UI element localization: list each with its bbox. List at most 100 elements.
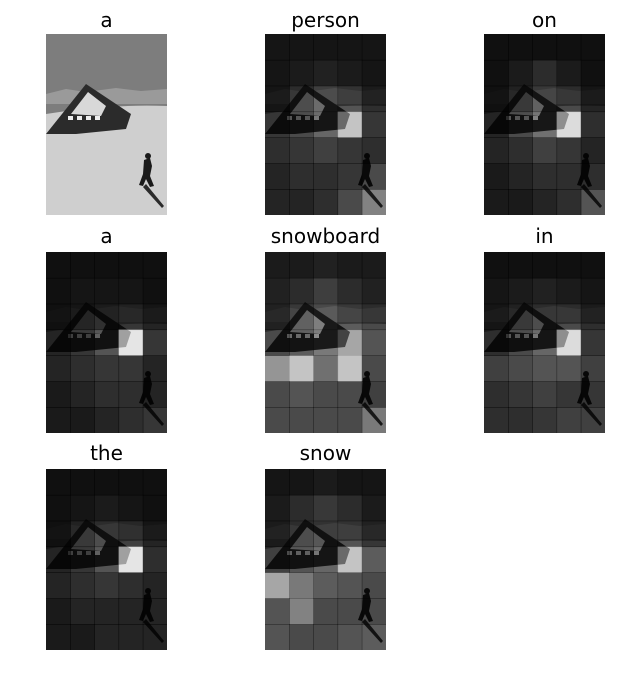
panel-word-label: a: [6, 10, 207, 30]
attention-cell: [289, 189, 314, 215]
attention-cell: [338, 34, 363, 60]
attention-cell: [70, 407, 95, 433]
attention-cell: [362, 60, 386, 86]
attention-image: [484, 34, 605, 215]
attention-cell: [70, 278, 95, 304]
attention-cell: [46, 304, 71, 330]
attention-cell: [313, 252, 338, 278]
attention-cell: [46, 547, 71, 573]
panel-word-label: snowboard: [225, 226, 426, 246]
attention-cell: [143, 278, 167, 304]
attention-cell: [119, 407, 144, 433]
attention-cell: [338, 304, 363, 330]
attention-cell: [313, 355, 338, 381]
attention-cell: [581, 34, 605, 60]
attention-cell: [46, 252, 71, 278]
attention-cell: [265, 330, 290, 356]
attention-cell: [289, 34, 314, 60]
attention-cell: [313, 60, 338, 86]
attention-cell: [362, 624, 386, 650]
attention-cell: [313, 163, 338, 189]
attention-cell: [313, 86, 338, 112]
attention-cell: [362, 163, 386, 189]
attention-cell: [289, 381, 314, 407]
attention-cell: [265, 521, 290, 547]
attention-cell: [70, 521, 95, 547]
attention-cell: [484, 86, 509, 112]
attention-cell: [508, 137, 533, 163]
attention-cell: [338, 598, 363, 624]
attention-cell: [484, 34, 509, 60]
snow-scene-image: [484, 252, 605, 433]
snow-scene-image: [46, 252, 167, 433]
attention-cell: [70, 304, 95, 330]
attention-cell: [313, 469, 338, 495]
attention-cell: [289, 469, 314, 495]
attention-cell: [362, 495, 386, 521]
attention-cell: [94, 381, 119, 407]
panel-word-label: person: [225, 10, 426, 30]
attention-cell: [70, 495, 95, 521]
attention-cell: [557, 407, 582, 433]
attention-cell: [508, 60, 533, 86]
attention-cell: [119, 598, 144, 624]
attention-highlight-cell: [557, 330, 582, 356]
attention-cell: [143, 252, 167, 278]
attention-cell: [94, 521, 119, 547]
attention-cell: [313, 381, 338, 407]
attention-cell: [46, 521, 71, 547]
snow-scene-image: [484, 34, 605, 215]
attention-cell: [484, 407, 509, 433]
attention-cell: [289, 598, 314, 624]
panel-word-label: in: [444, 226, 617, 246]
attention-cell: [508, 163, 533, 189]
attention-cell: [581, 163, 605, 189]
attention-cell: [362, 407, 386, 433]
attention-cell: [581, 330, 605, 356]
attention-cell: [362, 598, 386, 624]
attention-image: [484, 252, 605, 433]
attention-cell: [94, 304, 119, 330]
attention-cell: [484, 381, 509, 407]
attention-cell: [508, 252, 533, 278]
attention-cell: [581, 112, 605, 138]
attention-cell: [289, 547, 314, 573]
attention-cell: [508, 304, 533, 330]
attention-cell: [508, 278, 533, 304]
attention-cell: [313, 521, 338, 547]
attention-cell: [532, 252, 557, 278]
attention-cell: [532, 189, 557, 215]
attention-highlight-cell: [265, 355, 290, 381]
attention-cell: [557, 304, 582, 330]
attention-cell: [508, 355, 533, 381]
attention-cell: [143, 624, 167, 650]
attention-image: [46, 252, 167, 433]
attention-cell: [289, 252, 314, 278]
attention-cell: [289, 304, 314, 330]
attention-cell: [362, 355, 386, 381]
attention-cell: [532, 381, 557, 407]
attention-cell: [532, 355, 557, 381]
attention-cell: [94, 598, 119, 624]
attention-cell: [143, 469, 167, 495]
panel-word-label: snow: [225, 443, 426, 463]
attention-cell: [265, 598, 290, 624]
attention-cell: [532, 137, 557, 163]
attention-image: [265, 252, 386, 433]
attention-highlight-cell: [338, 330, 363, 356]
snow-scene-image: [265, 252, 386, 433]
attention-cell: [70, 547, 95, 573]
attention-cell: [289, 163, 314, 189]
attention-cell: [313, 34, 338, 60]
attention-cell: [338, 572, 363, 598]
attention-cell: [289, 278, 314, 304]
attention-cell: [119, 355, 144, 381]
attention-cell: [557, 252, 582, 278]
attention-cell: [557, 86, 582, 112]
attention-cell: [484, 163, 509, 189]
attention-cell: [532, 330, 557, 356]
attention-cell: [70, 381, 95, 407]
attention-cell: [557, 355, 582, 381]
attention-cell: [94, 469, 119, 495]
attention-cell: [557, 137, 582, 163]
